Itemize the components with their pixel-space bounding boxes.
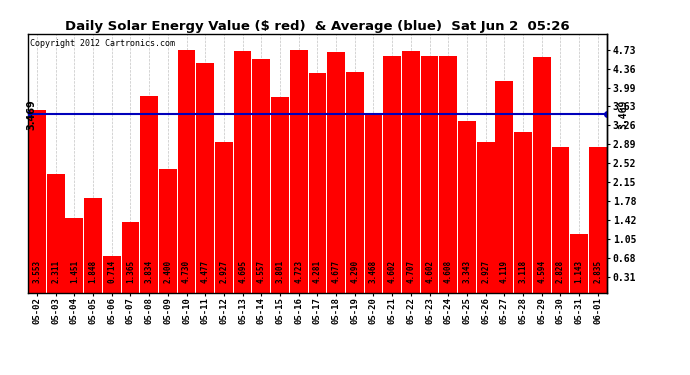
Text: 1.451: 1.451 xyxy=(70,260,79,283)
Bar xyxy=(514,132,532,292)
Bar xyxy=(495,81,513,292)
Text: 3.469: 3.469 xyxy=(27,99,37,130)
Bar xyxy=(121,222,139,292)
Text: 2.311: 2.311 xyxy=(51,260,60,283)
Text: 4.608: 4.608 xyxy=(444,260,453,283)
Bar xyxy=(458,121,476,292)
Text: 3.468: 3.468 xyxy=(369,260,378,283)
Bar xyxy=(253,58,270,292)
Bar xyxy=(533,57,551,292)
Bar xyxy=(140,96,158,292)
Bar xyxy=(327,53,345,292)
Bar xyxy=(215,142,233,292)
Bar xyxy=(589,147,607,292)
Text: Copyright 2012 Cartronics.com: Copyright 2012 Cartronics.com xyxy=(30,39,175,48)
Bar xyxy=(28,110,46,292)
Text: 4.281: 4.281 xyxy=(313,260,322,283)
Text: 3.469: 3.469 xyxy=(619,100,629,129)
Text: 1.365: 1.365 xyxy=(126,260,135,283)
Text: 2.835: 2.835 xyxy=(593,260,602,283)
Text: 1.848: 1.848 xyxy=(88,260,97,283)
Bar xyxy=(290,50,308,292)
Bar xyxy=(402,51,420,292)
Text: 2.927: 2.927 xyxy=(219,260,228,283)
Bar xyxy=(440,56,457,292)
Text: 4.723: 4.723 xyxy=(294,260,303,283)
Bar xyxy=(177,50,195,292)
Bar xyxy=(84,198,102,292)
Bar xyxy=(384,56,401,292)
Text: 3.553: 3.553 xyxy=(32,260,41,283)
Text: 4.695: 4.695 xyxy=(238,260,247,283)
Bar xyxy=(308,73,326,292)
Text: 4.594: 4.594 xyxy=(538,260,546,283)
Text: 4.602: 4.602 xyxy=(425,260,434,283)
Bar xyxy=(159,169,177,292)
Text: 3.118: 3.118 xyxy=(519,260,528,283)
Text: 2.828: 2.828 xyxy=(556,260,565,283)
Text: 2.400: 2.400 xyxy=(164,260,172,283)
Title: Daily Solar Energy Value ($ red)  & Average (blue)  Sat Jun 2  05:26: Daily Solar Energy Value ($ red) & Avera… xyxy=(65,20,570,33)
Text: 3.801: 3.801 xyxy=(275,260,284,283)
Bar xyxy=(234,51,251,292)
Text: 4.557: 4.557 xyxy=(257,260,266,283)
Bar xyxy=(271,98,289,292)
Bar xyxy=(551,147,569,292)
Bar xyxy=(364,114,382,292)
Bar xyxy=(66,218,83,292)
Text: 4.730: 4.730 xyxy=(182,260,191,283)
Bar xyxy=(103,256,121,292)
Text: 3.343: 3.343 xyxy=(462,260,471,283)
Text: 4.602: 4.602 xyxy=(388,260,397,283)
Text: 4.707: 4.707 xyxy=(406,260,415,283)
Bar xyxy=(570,234,588,292)
Bar xyxy=(346,72,364,292)
Text: 4.677: 4.677 xyxy=(332,260,341,283)
Text: 2.927: 2.927 xyxy=(481,260,490,283)
Text: 0.714: 0.714 xyxy=(107,260,116,283)
Text: 4.119: 4.119 xyxy=(500,260,509,283)
Text: 4.477: 4.477 xyxy=(201,260,210,283)
Text: 4.290: 4.290 xyxy=(351,260,359,283)
Text: 3.834: 3.834 xyxy=(145,260,154,283)
Bar xyxy=(197,63,214,292)
Bar xyxy=(47,174,65,292)
Text: 1.143: 1.143 xyxy=(575,260,584,283)
Bar xyxy=(421,56,438,292)
Bar xyxy=(477,142,495,292)
